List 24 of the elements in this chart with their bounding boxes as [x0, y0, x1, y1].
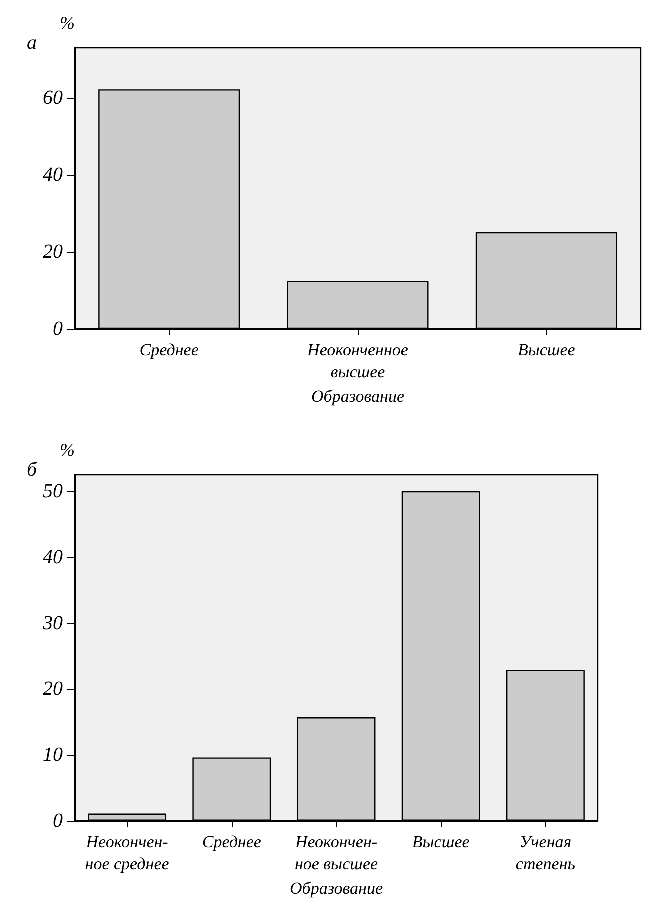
y-axis-title: % — [60, 13, 75, 33]
x-tick-label: Неокончен- ное высшее — [294, 832, 378, 874]
y-tick-label: 0 — [53, 318, 63, 340]
y-tick-label: 30 — [42, 612, 63, 634]
x-tick-label: Высшее — [412, 832, 470, 852]
x-tick-label: Высшее — [518, 340, 576, 360]
y-tick-label: 50 — [43, 480, 63, 502]
y-tick-label: 40 — [43, 164, 63, 186]
x-tick-label: Неоконченное высшее — [306, 340, 409, 382]
y-tick-label: 40 — [43, 546, 63, 568]
y-tick-label: 20 — [43, 678, 63, 700]
y-tick-label: 60 — [43, 87, 63, 110]
x-tick-label: Неокончен- ное среднее — [85, 832, 170, 874]
x-tick-label: Среднее — [140, 340, 200, 360]
y-tick-label: 0 — [53, 810, 63, 832]
x-tick-label: Среднее — [202, 832, 262, 852]
x-axis-title: Образование — [312, 387, 405, 406]
y-tick-label: 10 — [43, 744, 63, 766]
chart-title: б — [27, 459, 38, 481]
x-tick-label: Ученая степень — [516, 832, 576, 874]
x-axis-title: Образование — [290, 878, 384, 898]
y-tick-label: 20 — [43, 241, 63, 264]
chart-title: а — [27, 32, 37, 54]
y-axis-title: % — [60, 440, 75, 460]
